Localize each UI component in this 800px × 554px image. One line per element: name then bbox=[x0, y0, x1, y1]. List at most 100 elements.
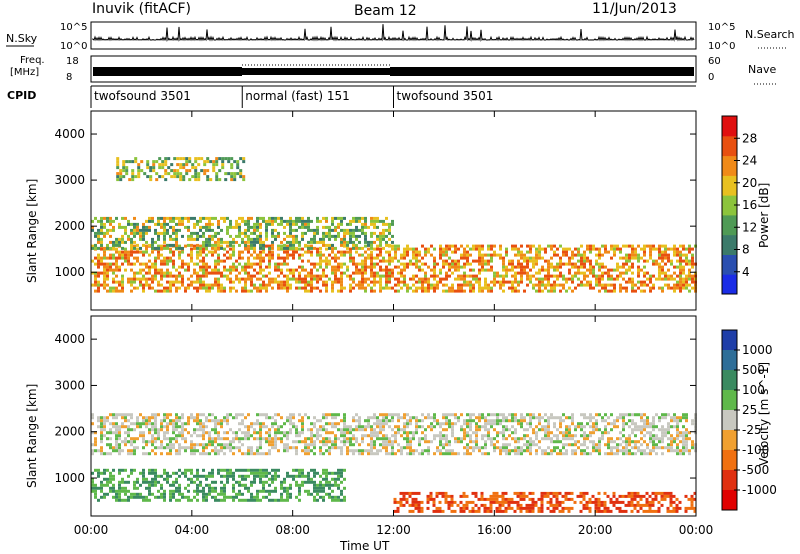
heatmap-cell bbox=[385, 449, 388, 453]
heatmap-cell bbox=[475, 440, 478, 444]
heatmap-cell bbox=[540, 491, 544, 495]
heatmap-cell bbox=[214, 268, 217, 272]
heatmap-cell bbox=[439, 256, 442, 260]
heatmap-cell bbox=[190, 480, 193, 484]
heatmap-cell bbox=[426, 497, 430, 501]
heatmap-cell bbox=[94, 262, 97, 266]
heatmap-cell bbox=[193, 443, 196, 447]
heatmap-cell bbox=[301, 253, 304, 257]
heatmap-cell bbox=[190, 237, 193, 241]
heatmap-cell bbox=[172, 495, 175, 499]
heatmap-cell bbox=[600, 503, 604, 507]
heatmap-cell bbox=[367, 422, 370, 426]
heatmap-cell bbox=[433, 419, 436, 423]
heatmap-cell bbox=[196, 237, 199, 241]
heatmap-cell bbox=[103, 452, 106, 456]
heatmap-cell bbox=[118, 489, 121, 493]
heatmap-cell bbox=[157, 271, 160, 275]
heatmap-cell bbox=[175, 416, 178, 420]
heatmap-cell bbox=[361, 274, 364, 278]
heatmap-cell bbox=[520, 446, 523, 450]
heatmap-cell bbox=[487, 253, 490, 257]
heatmap-cell bbox=[229, 253, 232, 257]
heatmap-cell bbox=[445, 437, 448, 441]
heatmap-cell bbox=[405, 491, 409, 495]
heatmap-cell bbox=[268, 489, 271, 493]
heatmap-cell bbox=[178, 492, 181, 496]
heatmap-cell bbox=[594, 503, 598, 507]
heatmap-cell bbox=[196, 477, 199, 481]
heatmap-cell bbox=[367, 434, 370, 438]
heatmap-cell bbox=[241, 231, 244, 235]
heatmap-cell bbox=[304, 283, 307, 287]
heatmap-cell bbox=[217, 222, 220, 226]
heatmap-cell bbox=[547, 277, 550, 281]
heatmap-cell bbox=[379, 425, 382, 429]
heatmap-cell bbox=[370, 222, 373, 226]
heatmap-cell bbox=[193, 286, 196, 290]
heatmap-cell bbox=[256, 240, 259, 244]
heatmap-cell bbox=[319, 277, 322, 281]
heatmap-cell bbox=[131, 178, 135, 182]
heatmap-cell bbox=[163, 256, 166, 260]
heatmap-cell bbox=[193, 449, 196, 453]
heatmap-cell bbox=[484, 440, 487, 444]
heatmap-cell bbox=[91, 271, 94, 275]
heatmap-cell bbox=[145, 219, 148, 223]
heatmap-cell bbox=[682, 244, 685, 248]
heatmap-cell bbox=[415, 416, 418, 420]
heatmap-cell bbox=[118, 250, 121, 254]
heatmap-cell bbox=[208, 240, 211, 244]
heatmap-cell bbox=[205, 495, 208, 499]
heatmap-cell bbox=[103, 483, 106, 487]
heatmap-cell bbox=[304, 449, 307, 453]
heatmap-cell bbox=[403, 262, 406, 266]
heatmap-cell bbox=[592, 446, 595, 450]
heatmap-cell bbox=[457, 259, 460, 263]
heatmap-cell bbox=[191, 175, 195, 179]
heatmap-cell bbox=[208, 419, 211, 423]
heatmap-cell bbox=[679, 416, 682, 420]
heatmap-cell bbox=[406, 434, 409, 438]
heatmap-cell bbox=[289, 219, 292, 223]
heatmap-cell bbox=[256, 498, 259, 502]
heatmap-cell bbox=[253, 495, 256, 499]
heatmap-cell bbox=[565, 277, 568, 281]
heatmap-cell bbox=[220, 489, 223, 493]
heatmap-cell bbox=[223, 268, 226, 272]
heatmap-cell bbox=[271, 468, 274, 472]
heatmap-cell bbox=[298, 271, 301, 275]
heatmap-cell bbox=[490, 289, 493, 293]
heatmap-cell bbox=[157, 283, 160, 287]
heatmap-cell bbox=[175, 286, 178, 290]
heatmap-cell bbox=[589, 431, 592, 435]
heatmap-cell bbox=[154, 240, 157, 244]
heatmap-cell bbox=[164, 157, 168, 161]
heatmap-cell bbox=[505, 449, 508, 453]
heatmap-cell bbox=[211, 474, 214, 478]
heatmap-cell bbox=[220, 246, 223, 250]
heatmap-cell bbox=[286, 449, 289, 453]
heatmap-cell bbox=[253, 256, 256, 260]
heatmap-cell bbox=[376, 271, 379, 275]
heatmap-cell bbox=[223, 489, 226, 493]
heatmap-cell bbox=[196, 246, 199, 250]
heatmap-cell bbox=[235, 416, 238, 420]
heatmap-cell bbox=[94, 231, 97, 235]
heatmap-cell bbox=[295, 428, 298, 432]
heatmap-cell bbox=[438, 509, 442, 513]
heatmap-cell bbox=[382, 246, 385, 250]
heatmap-cell bbox=[490, 268, 493, 272]
heatmap-cell bbox=[373, 289, 376, 293]
heatmap-cell bbox=[421, 283, 424, 287]
heatmap-cell bbox=[463, 422, 466, 426]
heatmap-cell bbox=[646, 277, 649, 281]
heatmap-cell bbox=[568, 271, 571, 275]
heatmap-cell bbox=[631, 431, 634, 435]
heatmap-cell bbox=[289, 271, 292, 275]
heatmap-cell bbox=[316, 216, 319, 220]
heatmap-cell bbox=[151, 413, 154, 417]
heatmap-cell bbox=[289, 231, 292, 235]
heatmap-cell bbox=[577, 446, 580, 450]
heatmap-cell bbox=[400, 271, 403, 275]
